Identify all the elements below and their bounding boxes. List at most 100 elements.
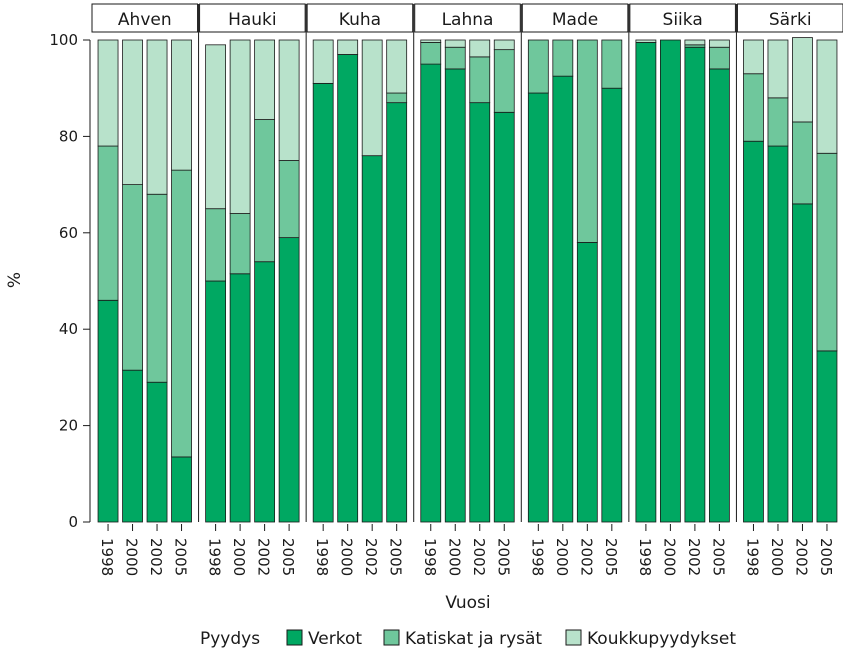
x-tick-label: 1998 — [743, 538, 761, 576]
panel-ahven: Ahven 1998 2000 2002 2005 — [91, 3, 199, 576]
y-axis-title: % — [5, 272, 25, 288]
bar-hauki-2002-katiskat-ja-rysat — [254, 119, 276, 263]
bar-sarki-2002-katiskat-ja-rysat — [792, 121, 813, 205]
bar-lahna-2005-koukkupyydykset — [493, 39, 515, 51]
bar-hauki-2000-koukkupyydykset — [229, 39, 251, 214]
bar-sarki-1998-verkot — [743, 140, 764, 523]
bar-lahna-2000-koukkupyydykset — [444, 39, 466, 48]
x-tick-label: 2002 — [255, 538, 273, 576]
bar-sarki-2000-katiskat-ja-rysat — [767, 97, 789, 147]
x-tick-label: 1998 — [421, 538, 439, 576]
y-tick-label: 40 — [59, 320, 78, 338]
bar-ahven-2002-koukkupyydykset — [146, 39, 168, 195]
bar-kuha-2002-verkot — [361, 155, 383, 523]
bar-ahven-1998-katiskat-ja-rysat — [97, 145, 119, 301]
bar-sarki-2000-verkot — [767, 145, 789, 523]
bar-siika-2005-katiskat-ja-rysat — [708, 46, 730, 70]
bar-made-2000-verkot — [552, 75, 574, 523]
x-tick-label: 1998 — [313, 538, 331, 576]
bar-sarki-1998-koukkupyydykset — [743, 39, 764, 75]
panel-title: Särki — [769, 10, 812, 30]
x-tick-label: 2000 — [660, 538, 678, 576]
panel-hauki: Hauki 1998 2000 2002 2005 — [199, 3, 306, 576]
x-tick-label: 2005 — [172, 538, 190, 576]
bar-ahven-2002-katiskat-ja-rysat — [146, 193, 168, 383]
bar-kuha-2002-koukkupyydykset — [361, 39, 383, 157]
legend-swatch-katiskat — [383, 629, 400, 646]
bar-ahven-2002-verkot — [146, 381, 168, 523]
bar-siika-2005-koukkupyydykset — [708, 39, 730, 48]
legend: Pyydys Verkot Katiskat ja rysät Koukkupy… — [200, 629, 736, 649]
panel-strip — [306, 3, 414, 33]
bar-hauki-2005-koukkupyydykset — [278, 39, 300, 161]
bar-sarki-2005-verkot — [816, 350, 838, 523]
bar-siika-1998-verkot — [635, 42, 657, 523]
bar-hauki-2005-katiskat-ja-rysat — [278, 160, 300, 239]
x-tick-label: 2000 — [230, 538, 248, 576]
bar-hauki-2000-katiskat-ja-rysat — [229, 213, 251, 275]
bar-lahna-1998-katiskat-ja-rysat — [420, 42, 442, 65]
bar-made-2002-verkot — [576, 242, 598, 523]
bar-ahven-1998-verkot — [97, 299, 119, 523]
bar-kuha-2005-katiskat-ja-rysat — [386, 92, 408, 104]
panel-strip — [629, 3, 736, 33]
bar-hauki-1998-katiskat-ja-rysat — [205, 208, 227, 282]
x-tick-label: 1998 — [206, 538, 224, 576]
x-tick-label: 2005 — [709, 538, 727, 576]
y-tick-label: 100 — [49, 31, 78, 49]
bar-made-2000-katiskat-ja-rysat — [552, 39, 574, 77]
bar-ahven-2005-verkot — [171, 456, 192, 523]
bar-sarki-2002-koukkupyydykset — [792, 37, 813, 123]
x-tick-label: 2005 — [279, 538, 297, 576]
bar-sarki-2005-katiskat-ja-rysat — [816, 152, 838, 352]
legend-label-koukku: Koukkupyydykset — [587, 629, 736, 649]
x-tick-label: 1998 — [636, 538, 654, 576]
bar-ahven-2000-koukkupyydykset — [122, 39, 143, 186]
y-tick-label: 0 — [68, 513, 78, 531]
panel-title: Kuha — [339, 10, 381, 30]
bar-hauki-2005-verkot — [278, 237, 300, 523]
bar-sarki-2000-koukkupyydykset — [767, 39, 789, 99]
x-tick-label: 2005 — [494, 538, 512, 576]
x-tick-label: 2005 — [817, 538, 835, 576]
bar-lahna-1998-koukkupyydykset — [420, 39, 442, 43]
legend-title: Pyydys — [200, 629, 260, 649]
bar-hauki-2002-verkot — [254, 261, 276, 523]
bar-lahna-2000-katiskat-ja-rysat — [444, 46, 466, 70]
bar-siika-2002-koukkupyydykset — [684, 39, 706, 46]
bar-lahna-2005-verkot — [493, 111, 515, 523]
legend-label-verkot: Verkot — [308, 629, 362, 649]
panel-strip — [521, 3, 629, 33]
bar-lahna-2000-verkot — [444, 68, 466, 523]
bar-siika-2000-verkot — [659, 39, 681, 523]
bar-made-1998-katiskat-ja-rysat — [527, 39, 549, 94]
x-tick-label: 2002 — [792, 538, 810, 576]
x-tick-label: 2002 — [147, 538, 165, 576]
bar-kuha-2005-koukkupyydykset — [386, 39, 408, 94]
bar-sarki-2002-verkot — [792, 203, 813, 523]
bar-kuha-1998-verkot — [312, 82, 334, 523]
bar-kuha-2000-verkot — [337, 54, 359, 523]
x-tick-label: 2000 — [768, 538, 786, 576]
panel-strip — [736, 3, 843, 33]
panel-strip — [91, 3, 199, 33]
bar-made-2002-katiskat-ja-rysat — [576, 39, 598, 243]
bar-hauki-2000-verkot — [229, 273, 251, 523]
panel-lahna: Lahna 1998 2000 2002 2005 — [414, 3, 521, 576]
bar-made-2005-verkot — [601, 87, 623, 523]
bar-sarki-2005-koukkupyydykset — [816, 39, 838, 154]
x-tick-label: 2002 — [362, 538, 380, 576]
legend-label-katiskat: Katiskat ja rysät — [405, 629, 542, 649]
bar-lahna-1998-verkot — [420, 63, 442, 523]
legend-swatch-verkot — [286, 629, 303, 646]
x-tick-label: 2000 — [553, 538, 571, 576]
panel-made: Made 1998 2000 2002 2005 — [521, 3, 629, 576]
bar-kuha-1998-koukkupyydykset — [312, 39, 334, 84]
x-tick-label: 2005 — [387, 538, 405, 576]
panel-title: Ahven — [118, 10, 172, 30]
panel-sarki: Särki 1998 2000 2002 2005 — [736, 3, 843, 576]
bar-ahven-2000-verkot — [122, 369, 143, 523]
panel-title: Made — [552, 10, 598, 30]
bar-siika-2002-verkot — [684, 46, 706, 523]
